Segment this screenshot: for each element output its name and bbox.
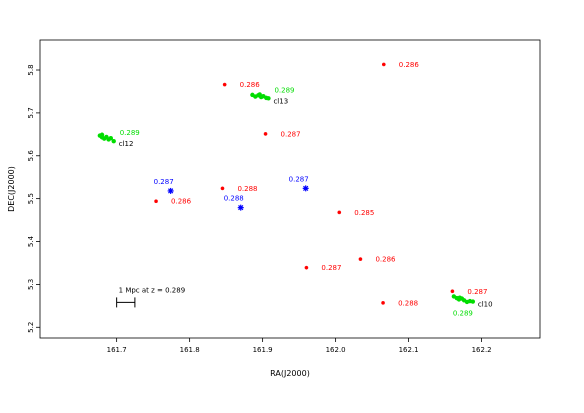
cluster-name-label: cl12 — [119, 140, 134, 148]
red-point-label: 0.286 — [375, 256, 396, 264]
x-tick-label: 162.1 — [399, 346, 419, 354]
x-tick-label: 161.7 — [107, 346, 127, 354]
y-tick-label: 5.7 — [27, 107, 35, 118]
blue-point — [237, 204, 244, 211]
cluster-name-label: cl10 — [478, 301, 493, 309]
y-tick-label: 5.3 — [27, 279, 35, 290]
red-point-label: 0.287 — [281, 130, 301, 138]
y-tick-label: 5.4 — [27, 235, 35, 247]
red-point — [263, 132, 268, 136]
x-axis: 161.7 161.8 161.9 162.0 162.1 162.2 — [107, 338, 492, 354]
cluster-member-point — [99, 132, 105, 137]
red-point-label: 0.286 — [399, 61, 420, 69]
cluster-member-point — [266, 96, 271, 101]
red-point-label: 0.288 — [398, 299, 418, 307]
blue-point-label: 0.287 — [154, 178, 174, 186]
scale-bar: 1 Mpc at z = 0.289 — [116, 286, 186, 308]
plot-frame — [39, 39, 541, 339]
red-point — [381, 62, 386, 67]
red-point-label: 0.286 — [240, 81, 261, 89]
x-tick-label: 161.8 — [180, 346, 200, 354]
red-point-label: 0.287 — [467, 288, 487, 296]
blue-point-label: 0.288 — [224, 195, 244, 203]
red-point-label: 0.286 — [171, 198, 192, 206]
blue-point — [302, 185, 309, 192]
red-point — [220, 186, 225, 191]
x-tick-label: 162.0 — [326, 346, 346, 354]
y-axis-title: DEC(J2000) — [7, 166, 16, 212]
cluster-member-point — [111, 138, 116, 144]
red-point — [381, 301, 385, 305]
blue-point-label: 0.287 — [289, 175, 309, 183]
cluster-redshift-label: 0.289 — [120, 129, 140, 137]
red-point-label: 0.288 — [237, 185, 257, 193]
red-point-label: 0.285 — [354, 209, 374, 217]
cluster-redshift-label: 0.289 — [274, 86, 294, 94]
red-point — [337, 210, 342, 215]
red-point — [304, 265, 309, 270]
cluster-member-point — [470, 299, 476, 304]
red-point — [358, 257, 363, 261]
cluster-name-label: cl13 — [273, 97, 288, 105]
x-tick-label: 161.9 — [253, 346, 273, 354]
red-point — [450, 289, 455, 294]
red-point-label: 0.287 — [321, 264, 341, 272]
red-point — [222, 82, 227, 87]
cluster-redshift-label: 0.289 — [453, 310, 473, 318]
cluster-member-point — [108, 135, 114, 141]
data-points: 0.286 0.286 0.287 0.288 0.286 0.285 0.286 0.287… — [97, 61, 493, 318]
x-tick-label: 162.2 — [472, 346, 492, 354]
cluster-member-point — [457, 295, 462, 300]
y-tick-label: 5.6 — [27, 150, 35, 162]
blue-point — [167, 187, 174, 194]
y-tick-label: 5.8 — [27, 64, 35, 75]
red-point — [154, 199, 158, 204]
x-axis-title: RA(J2000) — [270, 369, 310, 378]
y-tick-label: 5.2 — [27, 322, 35, 333]
scale-bar-label: 1 Mpc at z = 0.289 — [119, 286, 186, 294]
y-tick-label: 5.5 — [27, 193, 35, 204]
y-axis: 5.2 5.3 5.4 5.5 5.6 5.7 5.8 — [27, 64, 40, 333]
cluster-member-point — [257, 92, 262, 97]
